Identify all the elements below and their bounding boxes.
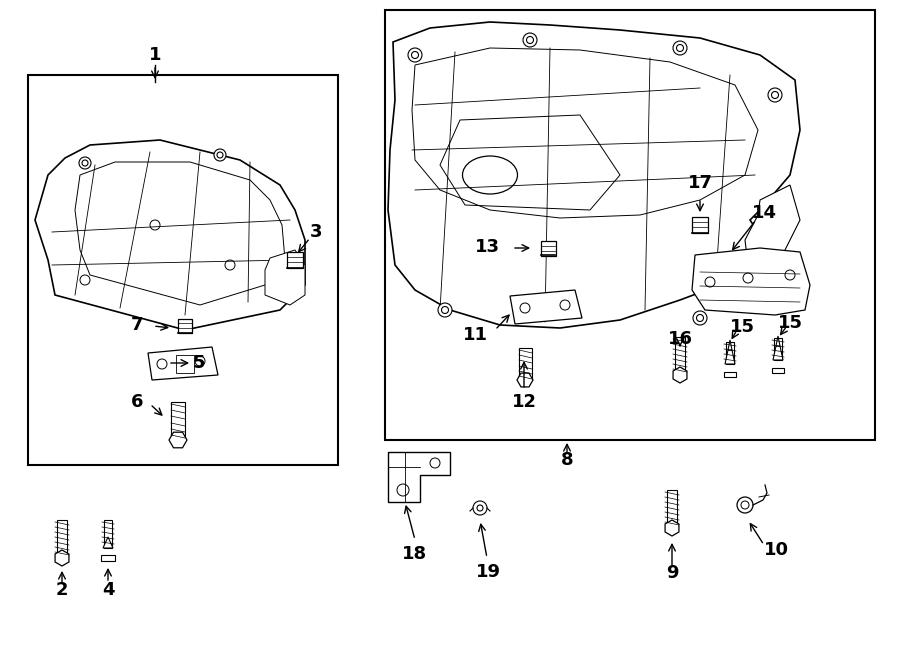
Text: 7: 7 [130,316,143,334]
Circle shape [438,303,452,317]
Text: 17: 17 [688,174,713,192]
Text: 3: 3 [310,223,322,241]
Bar [385,10,875,440]
Bar [667,490,677,528]
Text: 4: 4 [102,581,114,599]
Polygon shape [773,346,783,360]
Circle shape [773,273,787,287]
Circle shape [82,160,88,166]
Circle shape [217,152,223,158]
Circle shape [79,157,91,169]
Bar [726,342,734,364]
Text: 15: 15 [778,314,803,332]
Text: 8: 8 [561,451,573,469]
Text: 13: 13 [475,238,500,256]
Circle shape [477,505,483,511]
Bar [541,241,556,256]
Bar [774,338,782,360]
Circle shape [523,33,537,47]
Bar [28,75,338,465]
Polygon shape [665,520,679,536]
Polygon shape [103,537,113,548]
Polygon shape [673,367,687,383]
Polygon shape [517,373,533,387]
Text: 11: 11 [463,326,488,344]
Text: 18: 18 [402,545,428,563]
Bar [101,555,115,561]
Polygon shape [692,248,810,315]
Text: 5: 5 [193,354,205,372]
Bar [724,372,736,377]
Bar [176,355,194,373]
Circle shape [777,276,784,284]
Text: 12: 12 [511,393,536,411]
Bar [178,319,192,333]
Bar [692,217,708,233]
Text: 2: 2 [56,581,68,599]
Polygon shape [388,22,800,328]
Polygon shape [776,336,780,346]
Circle shape [442,307,448,313]
Polygon shape [55,550,69,566]
Circle shape [697,315,704,321]
Polygon shape [725,350,735,364]
Text: 19: 19 [475,563,500,581]
Polygon shape [169,432,187,447]
Polygon shape [388,452,450,502]
Circle shape [473,501,487,515]
Bar [171,402,185,440]
Polygon shape [745,185,800,265]
Polygon shape [510,290,582,324]
Circle shape [214,149,226,161]
Bar [519,348,532,380]
Text: 14: 14 [752,204,777,222]
Text: 9: 9 [666,564,679,582]
Polygon shape [728,340,732,350]
Bar [57,520,67,558]
Circle shape [526,36,534,44]
Circle shape [737,497,753,513]
Text: 6: 6 [130,393,143,411]
Text: 10: 10 [764,541,789,559]
Bar [104,520,112,548]
Circle shape [677,44,683,52]
Text: 15: 15 [730,318,754,336]
Circle shape [673,41,687,55]
Bar [675,337,685,375]
Text: 1: 1 [148,46,161,64]
Circle shape [408,48,422,62]
Bar [772,368,784,373]
Circle shape [693,311,707,325]
Polygon shape [35,140,305,330]
Circle shape [768,88,782,102]
Polygon shape [148,347,218,380]
Bar [287,252,303,268]
Polygon shape [265,250,305,305]
Circle shape [771,91,778,98]
Circle shape [411,52,418,59]
Text: 16: 16 [668,330,692,348]
